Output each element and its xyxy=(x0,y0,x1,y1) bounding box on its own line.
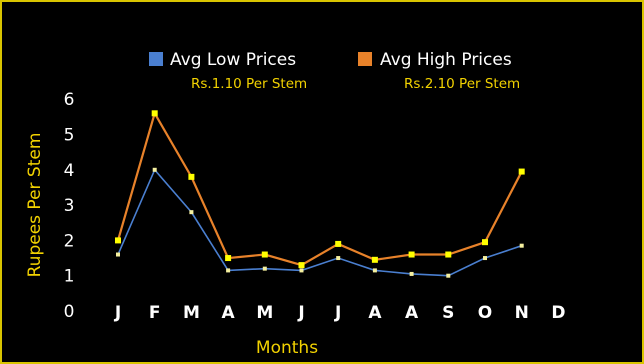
data-point-low xyxy=(336,256,341,261)
x-tick-label: O xyxy=(478,303,492,323)
data-point-high xyxy=(408,251,415,258)
y-tick-label: 0 xyxy=(64,302,75,322)
legend-label-high: Avg High Prices xyxy=(380,50,512,70)
legend-swatch-high xyxy=(358,52,372,66)
series-line-low xyxy=(117,168,522,277)
x-tick-label: J xyxy=(297,303,304,323)
y-tick-label: 4 xyxy=(64,161,75,181)
x-tick-label: A xyxy=(405,303,419,323)
y-tick-label: 2 xyxy=(64,231,75,251)
data-point-high xyxy=(225,255,232,262)
data-point-low xyxy=(299,268,304,273)
x-tick-label: D xyxy=(551,303,565,323)
data-point-low xyxy=(152,167,157,172)
y-tick-label: 6 xyxy=(64,90,75,110)
x-tick-label: A xyxy=(368,303,382,323)
data-point-low xyxy=(409,271,414,276)
series-markers xyxy=(115,110,525,278)
data-point-low xyxy=(519,243,524,248)
y-tick-label: 5 xyxy=(64,126,75,146)
data-point-high xyxy=(335,240,342,247)
data-point-high xyxy=(482,239,488,246)
data-point-high xyxy=(151,110,158,117)
data-point-low xyxy=(446,273,451,278)
x-tick-label: N xyxy=(515,303,529,323)
series-line-high xyxy=(116,110,523,267)
x-tick-label: J xyxy=(334,303,341,323)
x-tick-label: J xyxy=(114,303,121,323)
data-point-high xyxy=(115,237,121,244)
legend: Avg Low Prices Rs.1.10 Per Stem Avg High… xyxy=(149,50,520,92)
x-tick-label: A xyxy=(222,303,236,323)
data-point-low xyxy=(262,266,267,271)
data-point-low xyxy=(483,256,487,261)
legend-subtitle-low: Rs.1.10 Per Stem xyxy=(191,76,307,92)
data-point-high xyxy=(261,251,268,258)
x-tick-label: S xyxy=(442,303,454,323)
data-point-low xyxy=(189,210,194,215)
legend-subtitle-high: Rs.2.10 Per Stem xyxy=(404,76,520,92)
data-point-high xyxy=(445,251,452,258)
x-axis-title: Months xyxy=(256,338,318,358)
data-point-low xyxy=(372,268,377,273)
data-point-low xyxy=(116,252,120,257)
data-point-high xyxy=(298,262,305,269)
y-axis-ticks: 0 1 2 3 4 5 6 xyxy=(64,90,75,322)
data-point-high xyxy=(518,168,525,175)
y-axis-title: Rupees Per Stem xyxy=(25,133,45,278)
y-tick-label: 3 xyxy=(64,196,75,216)
x-tick-label: M xyxy=(183,303,200,323)
legend-swatch-low xyxy=(149,52,163,66)
x-tick-label: F xyxy=(149,303,161,323)
x-tick-label: M xyxy=(256,303,273,323)
y-tick-label: 1 xyxy=(64,267,75,287)
series-lines xyxy=(116,110,523,277)
data-point-high xyxy=(371,256,378,263)
legend-label-low: Avg Low Prices xyxy=(170,50,296,70)
data-point-high xyxy=(188,173,195,180)
data-point-low xyxy=(226,268,231,273)
